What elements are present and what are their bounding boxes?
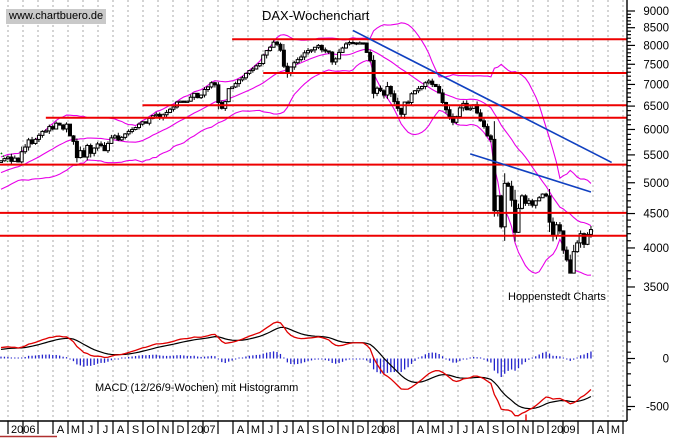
- candlesticks: [0, 40, 593, 274]
- price-axis-label-9000: 9000: [643, 6, 669, 18]
- macd-line: [0, 321, 592, 417]
- date-label-J-m6: J: [103, 424, 109, 436]
- macd-axis-label--500: -500: [646, 402, 669, 414]
- date-label-N-m34: N: [522, 424, 530, 436]
- date-label-J-m18: J: [283, 424, 289, 436]
- date-label-A-m15: A: [237, 424, 245, 436]
- date-label-S-m8: S: [132, 424, 139, 436]
- price-axis-label-6500: 6500: [643, 101, 669, 113]
- macd-indicator-label: MACD (12/26/9-Wochen) mit Histogramm: [95, 382, 299, 394]
- date-label-S-m20: S: [312, 424, 319, 436]
- price-axis-label-8000: 8000: [643, 40, 669, 52]
- date-label-O-m33: O: [506, 424, 515, 436]
- macd-signal-line: [0, 326, 592, 410]
- date-axis: 2006 A M J J A S O N D 2007 A M J J A S O N D 2008 A M J J A S O N D 2…: [7, 421, 634, 436]
- support-resistance-lines: [0, 38, 627, 237]
- price-axis-label-6000: 6000: [643, 124, 669, 136]
- credit-label: Hoppenstedt Charts: [508, 291, 606, 303]
- date-label-J-m29: J: [448, 424, 454, 436]
- date-label-J-m41: J: [628, 424, 634, 436]
- date-label-2008-m24: 2008: [371, 424, 395, 436]
- date-label-A-m27: A: [417, 424, 425, 436]
- trendline-1: [352, 29, 613, 164]
- date-label-M-m40: M: [611, 424, 620, 436]
- date-label-A-m31: A: [477, 424, 485, 436]
- date-label-D-m23: D: [357, 424, 365, 436]
- date-label-D-m35: D: [537, 424, 545, 436]
- date-label-M-m16: M: [251, 424, 260, 436]
- bollinger-upper-band: [0, 22, 592, 184]
- date-label-J-m5: J: [88, 424, 94, 436]
- price-axis-label-4000: 4000: [643, 243, 669, 255]
- date-label-2006-m0: 2006: [11, 424, 35, 436]
- date-label-A-m19: A: [297, 424, 305, 436]
- price-axis: 9000 8500 8000 7500 7000 6500 6000 5500 5000 4500…: [0, 0, 669, 422]
- page-title: DAX-Wochenchart: [262, 8, 370, 23]
- price-axis-label-8500: 8500: [643, 23, 669, 35]
- trendline-2: [469, 153, 592, 193]
- date-label-D-m11: D: [177, 424, 185, 436]
- date-label-2009-m36: 2009: [551, 424, 575, 436]
- price-axis-label-7000: 7000: [643, 79, 669, 91]
- date-label-M-m4: M: [71, 424, 80, 436]
- date-label-S-m32: S: [492, 424, 499, 436]
- price-axis-label-3500: 3500: [643, 282, 669, 294]
- price-axis-label-5500: 5500: [643, 150, 669, 162]
- month-gridlines: [7, 0, 624, 421]
- bollinger-lower-band: [0, 59, 591, 276]
- price-axis-label-7500: 7500: [643, 59, 669, 71]
- date-label-J-m30: J: [463, 424, 469, 436]
- date-label-N-m10: N: [162, 424, 170, 436]
- date-label-A-m3: A: [57, 424, 65, 436]
- date-label-O-m9: O: [146, 424, 155, 436]
- date-label-A-m7: A: [117, 424, 125, 436]
- downtrend-lines: [352, 29, 613, 193]
- date-label-2007-m12: 2007: [191, 424, 215, 436]
- price-axis-label-5000: 5000: [643, 178, 669, 190]
- watermark-chartbuero: www.chartbuero.de: [6, 9, 107, 24]
- date-label-A-m39: A: [597, 424, 605, 436]
- date-label-J-m17: J: [268, 424, 274, 436]
- price-axis-label-4500: 4500: [643, 209, 669, 221]
- date-label-O-m21: O: [326, 424, 335, 436]
- date-label-M-m28: M: [431, 424, 440, 436]
- macd-lines: [0, 321, 592, 417]
- date-label-N-m22: N: [342, 424, 350, 436]
- macd-axis-label-0: 0: [663, 354, 669, 366]
